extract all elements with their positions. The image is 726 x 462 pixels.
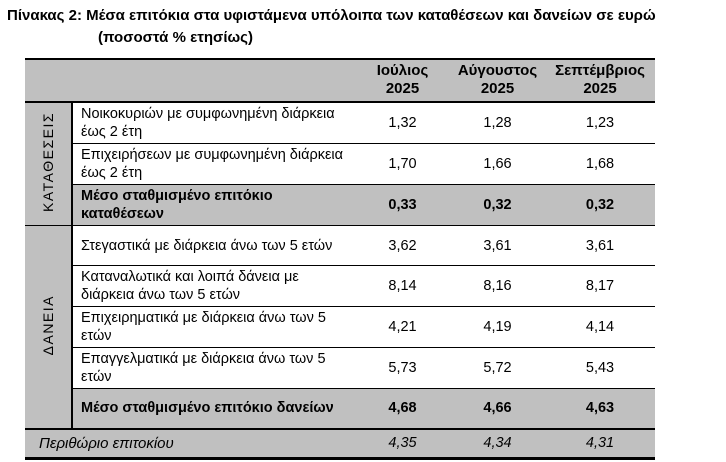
table-row-loans-housing: ΔΑΝΕΙΑ Στεγαστικά με διάρκεια άνω των 5 … xyxy=(25,225,655,429)
row-label: Καταναλωτικά και λοιπά δάνεια με διάρκει… xyxy=(71,265,355,307)
row-label: Στεγαστικά με διάρκεια άνω των 5 ετών xyxy=(71,225,355,266)
header-corner-cell xyxy=(25,58,355,103)
value-cell: 8,16 xyxy=(450,265,545,307)
table-row-loans-business: Επιχειρηματικά με διάρκεια άνω των 5 ετώ… xyxy=(25,306,655,348)
footer-label: Περιθώριο επιτοκίου xyxy=(25,427,355,460)
table-row-deposits-corporations: Επιχειρήσεων με συμφωνημένη διάρκεια έως… xyxy=(25,143,655,185)
value-cell: 1,66 xyxy=(450,143,545,185)
value-cell: 4,31 xyxy=(545,427,655,460)
value-cell: 5,43 xyxy=(545,347,655,389)
column-header-july-2025: Ιούλιος 2025 xyxy=(355,58,450,103)
section-label-loans-text: ΔΑΝΕΙΑ xyxy=(40,294,56,355)
section-label-loans: ΔΑΝΕΙΑ xyxy=(25,225,72,429)
header-row: Ιούλιος 2025 Αύγουστος 2025 Σεπτέμβριος … xyxy=(25,58,655,103)
table-title: Πίνακας 2: Μέσα επιτόκια στα υφιστάμενα … xyxy=(0,0,726,49)
value-cell: 1,23 xyxy=(585,115,615,131)
value-cell: 4,35 xyxy=(355,427,450,460)
column-header-august-2025: Αύγουστος 2025 xyxy=(450,58,545,103)
value-cell: 8,14 xyxy=(355,265,450,307)
section-label-deposits: ΚΑΤΑΘΕΣΕΙΣ xyxy=(25,102,72,226)
value-cell: 1,28 xyxy=(483,115,512,131)
row-label: Επιχειρηματικά με διάρκεια άνω των 5 ετώ… xyxy=(71,306,355,348)
value-cell: 4,21 xyxy=(355,306,450,348)
value-cell: 3,61 xyxy=(545,225,655,266)
value-cell: 4,34 xyxy=(450,427,545,460)
table-title-line2: (ποσοστά % ετησίως) xyxy=(98,29,253,46)
table-row-loans-consumer: Καταναλωτικά και λοιπά δάνεια με διάρκει… xyxy=(25,265,655,307)
value-cell: 5,72 xyxy=(450,347,545,389)
value-cell: 1,32 xyxy=(388,115,417,131)
table-row-loans-weighted-average: Μέσο σταθμισμένο επιτόκιο δανείων 4,68 4… xyxy=(25,388,655,429)
row-label: Μέσο σταθμισμένο επιτόκιο καταθέσεων xyxy=(71,184,355,226)
table-row-deposits-weighted-average: Μέσο σταθμισμένο επιτόκιο καταθέσεων 0,3… xyxy=(25,184,655,226)
row-label: Επαγγελματικά με διάρκεια άνω των 5 ετών xyxy=(71,347,355,389)
value-cell: 1,70 xyxy=(355,143,450,185)
value-cell: 5,73 xyxy=(355,347,450,389)
value-cell: 4,19 xyxy=(450,306,545,348)
footer-row-interest-margin: Περιθώριο επιτοκίου 4,35 4,34 4,31 xyxy=(25,427,655,460)
value-cell: 0,32 xyxy=(545,184,655,226)
value-cell: 8,17 xyxy=(545,265,655,307)
value-cell: 4,66 xyxy=(450,388,545,429)
column-header-september-2025: Σεπτέμβριος 2025 xyxy=(545,58,655,103)
section-label-deposits-text: ΚΑΤΑΘΕΣΕΙΣ xyxy=(40,112,56,212)
value-cell: 4,68 xyxy=(355,388,450,429)
value-cell: 4,14 xyxy=(545,306,655,348)
table-row-deposits-households: ΚΑΤΑΘΕΣΕΙΣ Νοικοκυριών με συμφωνημένη δι… xyxy=(25,102,655,226)
value-cell: 0,33 xyxy=(355,184,450,226)
table-row-loans-professional: Επαγγελματικά με διάρκεια άνω των 5 ετών… xyxy=(25,347,655,389)
row-label: Νοικοκυριών με συμφωνημένη διάρκεια έως … xyxy=(71,102,355,144)
value-cell: 0,32 xyxy=(450,184,545,226)
value-cell: 4,63 xyxy=(545,388,655,429)
value-cell: 1,68 xyxy=(545,143,655,185)
row-label: Επιχειρήσεων με συμφωνημένη διάρκεια έως… xyxy=(71,143,355,185)
value-cell: 3,62 xyxy=(355,225,450,266)
table-title-line1: Πίνακας 2: Μέσα επιτόκια στα υφιστάμενα … xyxy=(7,7,656,24)
value-cell: 3,61 xyxy=(450,225,545,266)
interest-rates-table: Ιούλιος 2025 Αύγουστος 2025 Σεπτέμβριος … xyxy=(25,58,655,460)
row-label: Μέσο σταθμισμένο επιτόκιο δανείων xyxy=(71,388,355,429)
